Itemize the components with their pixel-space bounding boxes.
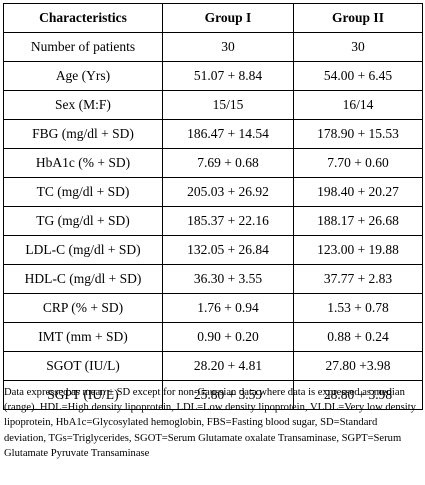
row-group-2-value: 123.00 + 19.88 bbox=[293, 235, 423, 265]
row-group-2-value: 54.00 + 6.45 bbox=[293, 61, 423, 91]
characteristics-table-container: Characteristics Group I Group II Number … bbox=[3, 3, 423, 410]
row-characteristic: CRP (% + SD) bbox=[3, 293, 163, 323]
row-group-1-value: 15/15 bbox=[162, 90, 294, 120]
row-group-1-value: 185.37 + 22.16 bbox=[162, 206, 294, 236]
table-row: HDL-C (mg/dl + SD) 36.30 + 3.55 37.77 + 2.… bbox=[3, 264, 423, 294]
table-header-row: Characteristics Group I Group II bbox=[3, 3, 423, 33]
row-group-1-value: 30 bbox=[162, 32, 294, 62]
row-group-1-value: 36.30 + 3.55 bbox=[162, 264, 294, 294]
row-characteristic: SGOT (IU/L) bbox=[3, 351, 163, 381]
row-group-2-value: 178.90 + 15.53 bbox=[293, 119, 423, 149]
row-group-1-value: 7.69 + 0.68 bbox=[162, 148, 294, 178]
row-group-2-value: 28.80 + 3.98 bbox=[293, 380, 423, 410]
row-group-2-value: 30 bbox=[293, 32, 423, 62]
row-group-2-value: 37.77 + 2.83 bbox=[293, 264, 423, 294]
table-row: TC (mg/dl + SD) 205.03 + 26.92 198.40 + 20… bbox=[3, 177, 423, 207]
table-row: IMT (mm + SD) 0.90 + 0.20 0.88 + 0.24 bbox=[3, 322, 423, 352]
row-group-1-value: 25.80 + 3.59 bbox=[162, 380, 294, 410]
row-characteristic: HDL-C (mg/dl + SD) bbox=[3, 264, 163, 294]
row-characteristic: TC (mg/dl + SD) bbox=[3, 177, 163, 207]
table-row: FBG (mg/dl + SD) 186.47 + 14.54 178.90 + 1… bbox=[3, 119, 423, 149]
row-group-2-value: 7.70 + 0.60 bbox=[293, 148, 423, 178]
table-row: SGPT (IU/L) 25.80 + 3.59 28.80 + 3.98 bbox=[3, 380, 423, 410]
table-row: LDL-C (mg/dl + SD) 132.05 + 26.84 123.00 +… bbox=[3, 235, 423, 265]
row-group-1-value: 28.20 + 4.81 bbox=[162, 351, 294, 381]
table-row: Sex (M:F) 15/15 16/14 bbox=[3, 90, 423, 120]
header-characteristics: Characteristics bbox=[3, 3, 163, 33]
header-group-1: Group I bbox=[162, 3, 294, 33]
characteristics-table: Characteristics Group I Group II Number … bbox=[3, 3, 423, 410]
row-group-1-value: 132.05 + 26.84 bbox=[162, 235, 294, 265]
row-characteristic: SGPT (IU/L) bbox=[3, 380, 163, 410]
row-characteristic: TG (mg/dl + SD) bbox=[3, 206, 163, 236]
row-group-2-value: 188.17 + 26.68 bbox=[293, 206, 423, 236]
table-row: TG (mg/dl + SD) 185.37 + 22.16 188.17 + 26… bbox=[3, 206, 423, 236]
table-row: Number of patients 30 30 bbox=[3, 32, 423, 62]
row-characteristic: Number of patients bbox=[3, 32, 163, 62]
row-group-1-value: 186.47 + 14.54 bbox=[162, 119, 294, 149]
row-group-2-value: 1.53 + 0.78 bbox=[293, 293, 423, 323]
table-row: SGOT (IU/L) 28.20 + 4.81 27.80 +3.98 bbox=[3, 351, 423, 381]
row-group-1-value: 51.07 + 8.84 bbox=[162, 61, 294, 91]
row-characteristic: IMT (mm + SD) bbox=[3, 322, 163, 352]
row-group-2-value: 27.80 +3.98 bbox=[293, 351, 423, 381]
table-footnote: Data expressed as mean ± SD except for n… bbox=[4, 387, 416, 459]
table-row: HbA1c (% + SD) 7.69 + 0.68 7.70 + 0.60 bbox=[3, 148, 423, 178]
header-group-2: Group II bbox=[293, 3, 423, 33]
row-group-2-value: 0.88 + 0.24 bbox=[293, 322, 423, 352]
row-characteristic: Age (Yrs) bbox=[3, 61, 163, 91]
table-row: Age (Yrs) 51.07 + 8.84 54.00 + 6.45 bbox=[3, 61, 423, 91]
row-group-2-value: 198.40 + 20.27 bbox=[293, 177, 423, 207]
row-group-1-value: 0.90 + 0.20 bbox=[162, 322, 294, 352]
row-group-2-value: 16/14 bbox=[293, 90, 423, 120]
row-characteristic: HbA1c (% + SD) bbox=[3, 148, 163, 178]
row-characteristic: FBG (mg/dl + SD) bbox=[3, 119, 163, 149]
row-characteristic: LDL-C (mg/dl + SD) bbox=[3, 235, 163, 265]
row-characteristic: Sex (M:F) bbox=[3, 90, 163, 120]
row-group-1-value: 1.76 + 0.94 bbox=[162, 293, 294, 323]
row-group-1-value: 205.03 + 26.92 bbox=[162, 177, 294, 207]
table-row: CRP (% + SD) 1.76 + 0.94 1.53 + 0.78 bbox=[3, 293, 423, 323]
table-body: Number of patients 30 30 Age (Yrs) 51.07 + 8… bbox=[3, 32, 423, 410]
